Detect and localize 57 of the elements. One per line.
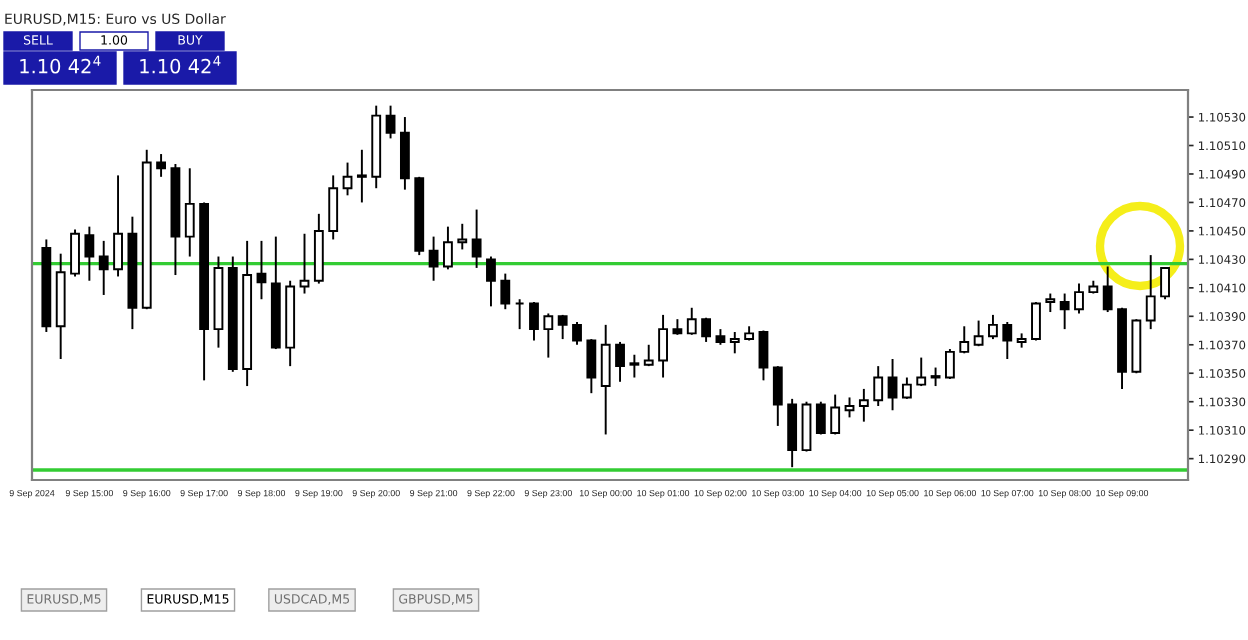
candlestick <box>916 356 927 388</box>
candlestick <box>801 400 812 453</box>
candlestick <box>428 235 439 282</box>
candlestick <box>772 365 783 427</box>
candlestick <box>471 208 482 269</box>
candlestick <box>815 400 826 436</box>
candlestick <box>256 239 267 301</box>
candlestick <box>1145 254 1156 331</box>
candlestick <box>973 319 984 348</box>
candlestick <box>887 358 898 412</box>
candlestick <box>930 366 941 388</box>
candlestick <box>629 353 640 379</box>
candlestick <box>988 313 998 341</box>
candlestick <box>586 338 597 395</box>
candlestick <box>486 255 496 308</box>
candlestick <box>1002 321 1013 360</box>
candlestick <box>84 225 95 282</box>
candlestick <box>1031 301 1041 342</box>
candlestick <box>873 365 884 407</box>
candlestick <box>830 393 841 436</box>
candlestick <box>844 396 855 419</box>
text: 1.10 42$^{4}$ <box>140 55 221 74</box>
candlestick <box>342 161 353 197</box>
candlestick <box>1102 265 1113 314</box>
candlestick <box>156 153 166 178</box>
candlestick <box>1074 282 1084 315</box>
candlestick <box>184 167 195 258</box>
candlestick <box>385 104 396 140</box>
candlestick <box>1059 292 1070 331</box>
candlestick <box>557 313 568 341</box>
candlestick <box>572 321 582 346</box>
candlestick <box>399 116 410 191</box>
candlestick <box>443 225 453 271</box>
candlestick <box>529 301 539 342</box>
candlestick <box>356 148 367 204</box>
candlestick <box>70 228 80 278</box>
candlestick <box>113 174 123 278</box>
candlestick <box>959 325 970 355</box>
candlestick <box>328 174 339 241</box>
candlestick <box>729 331 740 355</box>
candlestick <box>858 387 869 423</box>
candlestick <box>600 323 611 436</box>
candlestick <box>686 306 697 336</box>
candlestick <box>615 340 625 383</box>
candlestick <box>543 312 554 359</box>
candlestick <box>901 376 912 400</box>
candlestick <box>701 316 712 343</box>
candlestick <box>945 348 955 380</box>
candlestick <box>500 272 511 311</box>
candlestick <box>1160 266 1170 301</box>
candlestick <box>787 397 798 469</box>
candlestick <box>457 222 468 251</box>
candlestick <box>1045 292 1056 314</box>
candlestick <box>758 329 769 382</box>
text: 1.10 42$^{4}$ <box>20 55 101 74</box>
candlestick <box>658 313 668 379</box>
candlestick <box>98 239 109 296</box>
